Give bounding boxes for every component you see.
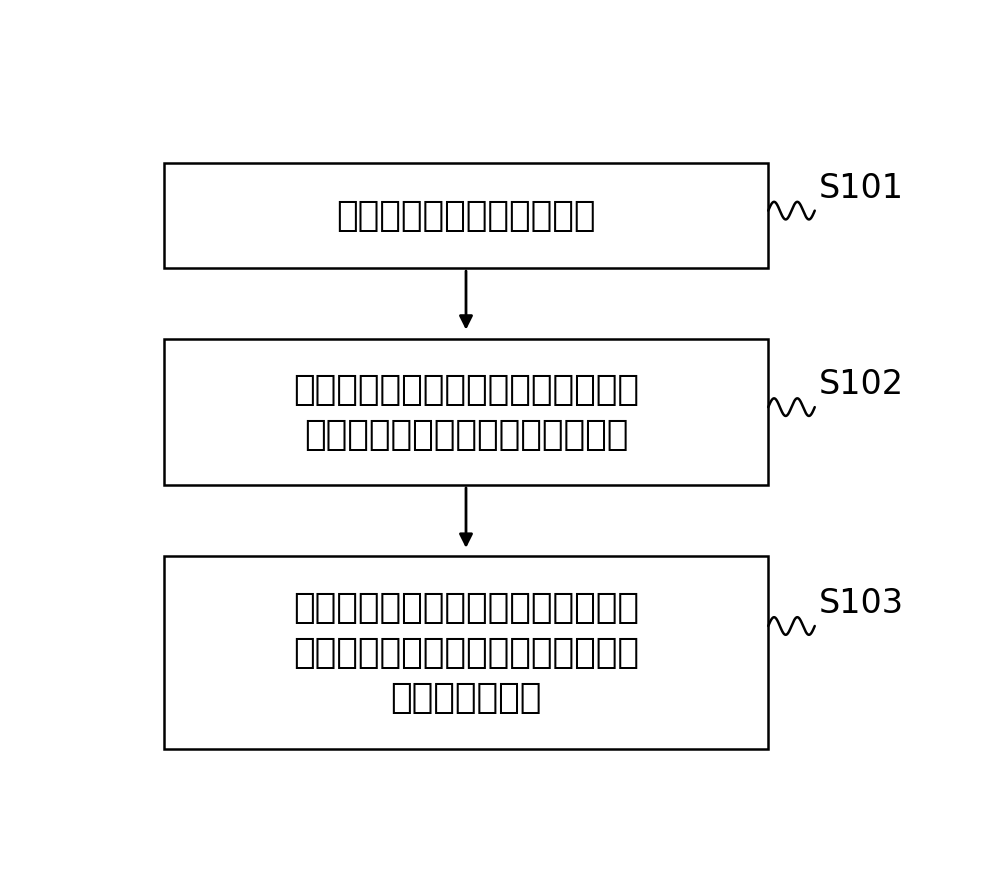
Text: 将冲片轭部倾斜在设定角度: 将冲片轭部倾斜在设定角度 bbox=[336, 199, 596, 232]
Text: S101: S101 bbox=[819, 172, 904, 205]
FancyBboxPatch shape bbox=[164, 556, 768, 750]
FancyBboxPatch shape bbox=[164, 163, 768, 268]
Text: S102: S102 bbox=[819, 368, 904, 401]
Text: 采用平行设置且胶辊表面橡胶弹性挡
压配合的第二上胶辊和第二下胶辊进
行冲片断面涂漆: 采用平行设置且胶辊表面橡胶弹性挡 压配合的第二上胶辊和第二下胶辊进 行冲片断面涂… bbox=[293, 591, 639, 715]
FancyBboxPatch shape bbox=[164, 340, 768, 485]
Text: 采用平行设置且柱面相切的第一上胶
辊和第一下胶辊进行冲片表面涂漆: 采用平行设置且柱面相切的第一上胶 辊和第一下胶辊进行冲片表面涂漆 bbox=[293, 373, 639, 451]
Text: S103: S103 bbox=[819, 587, 904, 620]
